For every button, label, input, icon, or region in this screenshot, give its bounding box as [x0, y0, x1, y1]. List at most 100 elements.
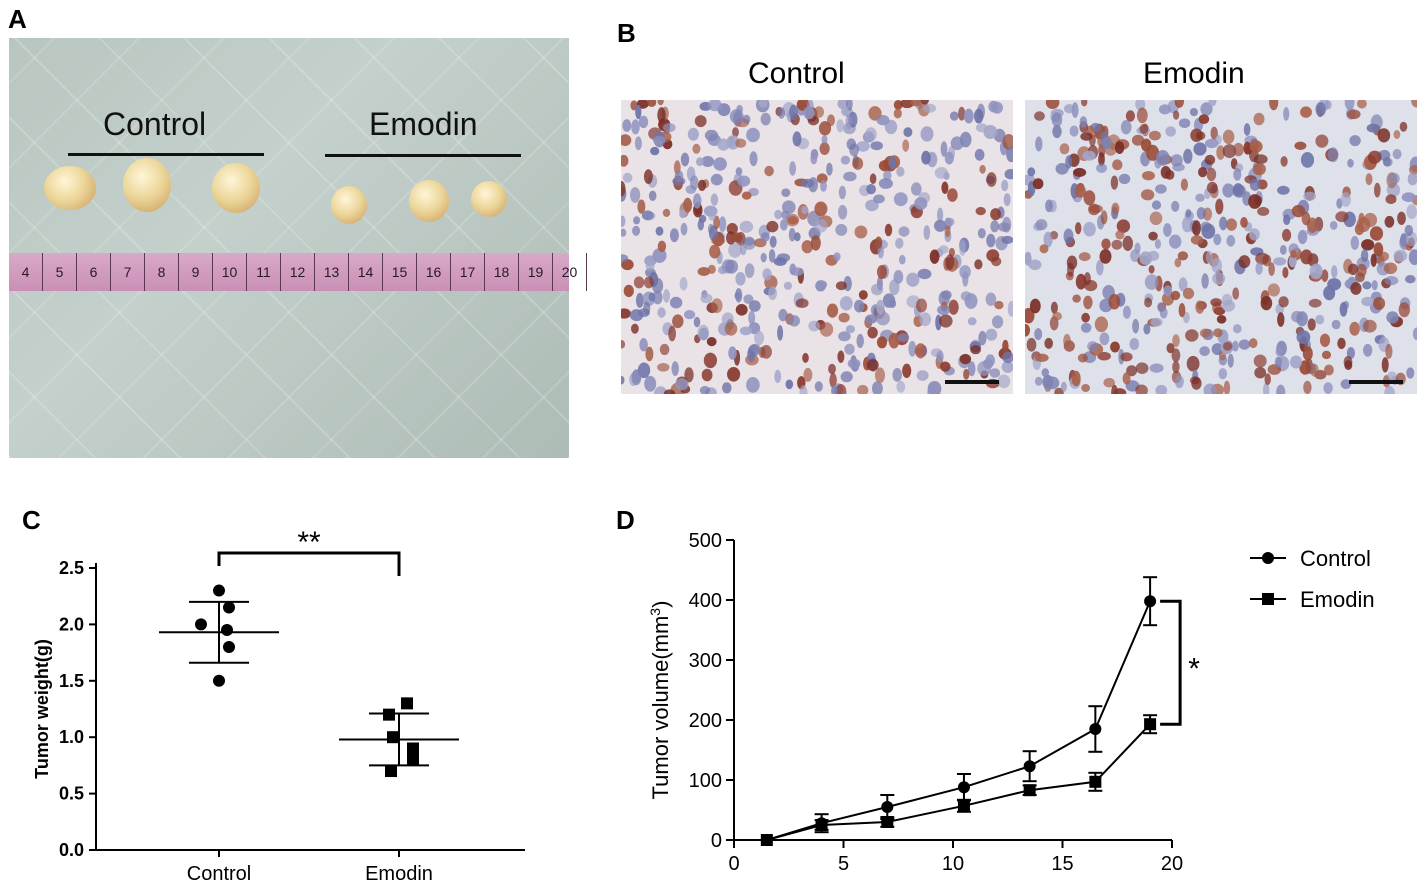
nucleus — [657, 363, 670, 372]
nucleus — [889, 156, 896, 170]
nucleus — [979, 164, 986, 174]
nucleus — [929, 249, 940, 264]
ruler-tick-label: 13 — [315, 253, 349, 291]
ruler-tick-label: 10 — [213, 253, 247, 291]
x-tick-label: 10 — [942, 853, 964, 875]
data-point — [213, 584, 225, 597]
nucleus — [1405, 275, 1416, 284]
nucleus — [1254, 195, 1262, 206]
nucleus — [852, 157, 864, 170]
nucleus — [1148, 231, 1158, 241]
nucleus — [876, 311, 890, 326]
nucleus — [959, 265, 971, 279]
nucleus — [739, 326, 752, 336]
nucleus — [1069, 125, 1079, 137]
nucleus — [920, 126, 934, 142]
nucleus — [801, 206, 809, 214]
nucleus — [1327, 147, 1339, 163]
ruler-tick-label: 4 — [9, 253, 43, 291]
nucleus — [840, 371, 853, 383]
nucleus — [1232, 340, 1239, 352]
nucleus — [1002, 339, 1009, 353]
x-tick-label: Control — [187, 863, 251, 885]
nucleus — [874, 236, 883, 249]
nucleus — [844, 343, 855, 355]
nucleus — [1001, 235, 1013, 244]
nucleus — [1315, 314, 1325, 325]
nucleus — [1363, 343, 1373, 357]
nucleus — [1213, 328, 1223, 338]
nucleus — [958, 106, 966, 121]
nucleus — [1277, 185, 1290, 195]
nucleus — [915, 343, 927, 359]
data-point — [760, 834, 773, 846]
nucleus — [1100, 210, 1108, 225]
nucleus — [1346, 109, 1361, 120]
nucleus — [749, 151, 758, 167]
nucleus — [1344, 100, 1355, 111]
emodin-group-line — [325, 154, 521, 157]
nucleus — [662, 123, 676, 133]
nucleus — [1321, 269, 1329, 282]
nucleus — [875, 367, 885, 384]
ihc-image-control — [621, 100, 1013, 394]
nucleus — [659, 343, 670, 356]
nucleus — [1215, 198, 1224, 215]
nucleus — [1071, 102, 1079, 118]
nucleus — [669, 228, 679, 243]
nucleus — [760, 252, 767, 263]
nucleus — [945, 254, 955, 270]
y-tick-label: 0.5 — [59, 784, 84, 804]
ruler-tick-label: 8 — [145, 253, 179, 291]
nucleus — [701, 156, 715, 167]
nucleus — [621, 254, 629, 263]
y-axis-label-superscript: 3 — [647, 608, 663, 616]
nucleus — [766, 220, 779, 233]
nucleus — [1025, 324, 1031, 337]
data-point — [1023, 784, 1036, 797]
nucleus — [788, 315, 800, 327]
nucleus — [700, 293, 713, 304]
nucleus — [1055, 163, 1069, 175]
nucleus — [831, 385, 838, 394]
data-point — [387, 731, 399, 744]
nucleus — [1079, 116, 1088, 128]
nucleus — [1027, 167, 1036, 177]
nucleus — [684, 367, 694, 383]
nucleus — [985, 328, 998, 341]
ruler-tick-label: 11 — [247, 253, 281, 291]
nucleus — [800, 178, 815, 188]
nucleus — [707, 134, 721, 146]
nucleus — [1111, 202, 1120, 215]
nucleus — [1282, 228, 1292, 242]
nucleus — [1035, 219, 1048, 231]
nucleus — [1233, 142, 1244, 157]
nucleus — [1110, 175, 1119, 190]
y-tick-label: 500 — [689, 530, 722, 552]
nucleus — [1226, 218, 1237, 231]
nucleus — [916, 370, 929, 381]
nucleus — [1291, 204, 1306, 218]
nucleus — [1144, 297, 1153, 308]
nucleus — [735, 288, 743, 303]
nucleus — [838, 312, 850, 323]
data-point — [957, 799, 970, 812]
nucleus — [883, 170, 892, 181]
nucleus — [1393, 249, 1408, 262]
y-tick-label: 1.5 — [59, 671, 84, 691]
nucleus — [648, 190, 657, 201]
nucleus — [1190, 235, 1204, 245]
nucleus — [1392, 149, 1402, 160]
nucleus — [1122, 372, 1131, 385]
nucleus — [1222, 129, 1235, 145]
nucleus — [1144, 274, 1159, 290]
nucleus — [735, 272, 746, 286]
nucleus — [896, 380, 906, 393]
ruler-tick-label: 18 — [485, 253, 519, 291]
measuring-tape: 4 5 6 7 8 9 10 11 12 13 14 15 16 17 18 19 20 — [9, 253, 587, 291]
nucleus — [764, 165, 774, 177]
nucleus — [1408, 249, 1417, 266]
nucleus — [725, 259, 738, 274]
nucleus — [1227, 353, 1234, 368]
nucleus — [1299, 360, 1311, 375]
